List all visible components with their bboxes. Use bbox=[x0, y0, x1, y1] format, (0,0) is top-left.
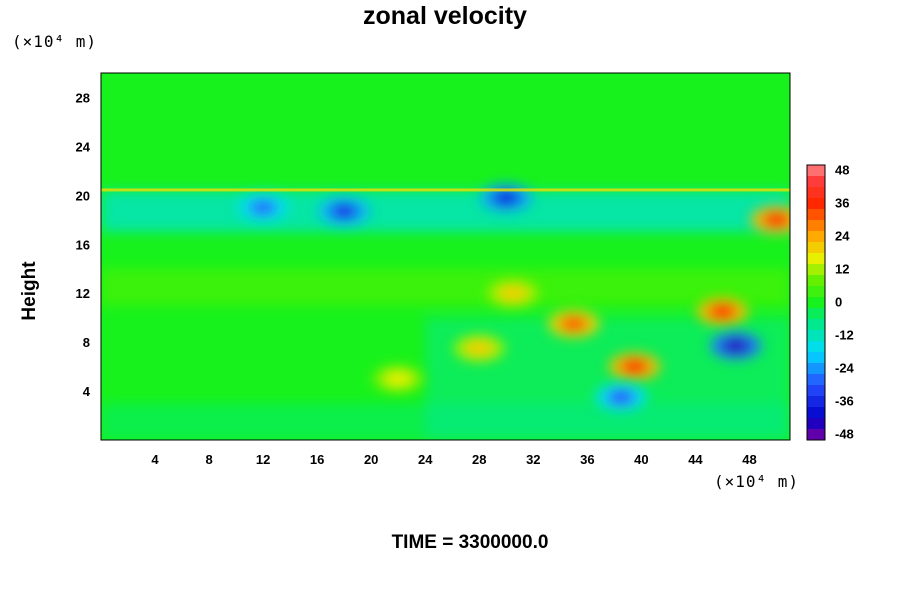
colorbar-tick-label: -48 bbox=[835, 427, 854, 442]
x-tick-label: 48 bbox=[742, 452, 756, 467]
x-axis-ticks: 4 8 12 16 20 24 28 32 36 40 44 48 bbox=[151, 452, 756, 467]
contour-feature bbox=[318, 197, 370, 225]
colorbar-swatch bbox=[807, 264, 825, 276]
y-tick-label: 20 bbox=[76, 188, 90, 203]
colorbar-tick-label: -24 bbox=[835, 361, 855, 376]
contour-feature bbox=[548, 310, 600, 338]
colorbar-swatch bbox=[807, 209, 825, 221]
colorbar-swatch bbox=[807, 418, 825, 430]
x-tick-label: 44 bbox=[688, 452, 703, 467]
colorbar-swatch bbox=[807, 429, 825, 441]
boundary-line bbox=[101, 188, 790, 191]
colorbar-tick-label: 12 bbox=[835, 262, 849, 277]
colorbar-swatch bbox=[807, 308, 825, 320]
contour-feature bbox=[480, 184, 532, 212]
colorbar-swatch bbox=[807, 253, 825, 265]
contour-feature bbox=[453, 334, 505, 362]
contour-feature bbox=[487, 279, 539, 307]
colorbar-swatch bbox=[807, 220, 825, 232]
colorbar-swatch bbox=[807, 231, 825, 243]
x-axis-unit: (×10⁴ m) bbox=[714, 472, 799, 491]
colorbar-swatch bbox=[807, 407, 825, 419]
plot-area bbox=[101, 73, 802, 440]
colorbar: 48 36 24 12 0 -12 -24 -36 -48 bbox=[807, 163, 855, 442]
colorbar-tick-label: 24 bbox=[835, 229, 850, 244]
y-tick-label: 24 bbox=[76, 139, 91, 154]
x-tick-label: 32 bbox=[526, 452, 540, 467]
colorbar-tick-label: 36 bbox=[835, 196, 849, 211]
x-tick-label: 8 bbox=[205, 452, 212, 467]
colorbar-swatch bbox=[807, 165, 825, 177]
colorbar-swatch bbox=[807, 396, 825, 408]
colorbar-swatch bbox=[807, 330, 825, 342]
contour-feature bbox=[696, 298, 748, 326]
colorbar-swatch bbox=[807, 187, 825, 199]
colorbar-swatch bbox=[807, 341, 825, 353]
colorbar-swatch bbox=[807, 176, 825, 188]
colorbar-swatch bbox=[807, 286, 825, 298]
colorbar-swatch bbox=[807, 242, 825, 254]
colorbar-tick-label: -36 bbox=[835, 394, 854, 409]
x-tick-label: 16 bbox=[310, 452, 324, 467]
x-tick-label: 12 bbox=[256, 452, 270, 467]
colorbar-swatch bbox=[807, 385, 825, 397]
x-tick-label: 24 bbox=[418, 452, 433, 467]
x-tick-label: 40 bbox=[634, 452, 648, 467]
y-axis-ticks: 4 8 12 16 20 24 28 bbox=[76, 90, 91, 399]
contour-feature bbox=[609, 353, 661, 381]
time-label: TIME = 3300000.0 bbox=[0, 532, 900, 554]
colorbar-swatch bbox=[807, 198, 825, 210]
colorbar-swatch bbox=[807, 319, 825, 331]
contour-feature bbox=[237, 194, 289, 222]
y-tick-label: 8 bbox=[83, 335, 90, 350]
colorbar-tick-label: 0 bbox=[835, 295, 842, 310]
contour-feature bbox=[710, 332, 762, 360]
x-tick-label: 28 bbox=[472, 452, 486, 467]
colorbar-swatch bbox=[807, 374, 825, 386]
contour-feature bbox=[750, 206, 802, 234]
contour-feature bbox=[595, 383, 647, 411]
y-tick-label: 16 bbox=[76, 237, 90, 252]
colorbar-swatch bbox=[807, 352, 825, 364]
colorbar-swatch bbox=[807, 275, 825, 287]
y-tick-label: 4 bbox=[83, 384, 91, 399]
y-tick-label: 28 bbox=[76, 90, 90, 105]
colorbar-tick-label: 48 bbox=[835, 163, 849, 178]
x-tick-label: 4 bbox=[151, 452, 159, 467]
contour-feature bbox=[372, 365, 424, 393]
colorbar-swatch bbox=[807, 297, 825, 309]
colorbar-swatch bbox=[807, 363, 825, 375]
colorbar-tick-label: -12 bbox=[835, 328, 854, 343]
x-tick-label: 36 bbox=[580, 452, 594, 467]
y-tick-label: 12 bbox=[76, 286, 90, 301]
x-tick-label: 20 bbox=[364, 452, 378, 467]
